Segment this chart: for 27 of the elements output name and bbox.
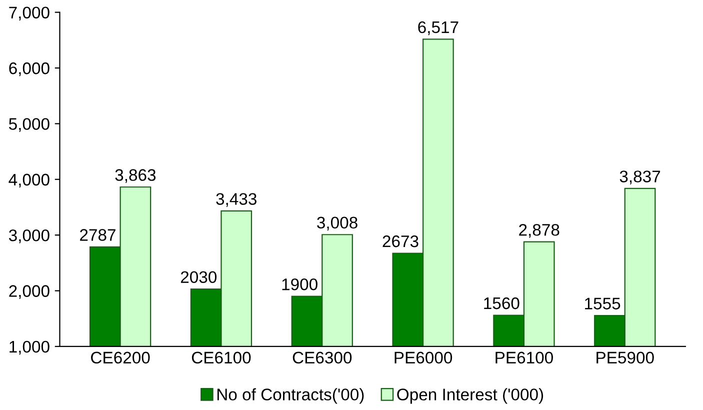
x-tick-label: CE6100 [192, 352, 251, 364]
data-label: 1555 [585, 298, 620, 310]
x-tick-label: PE6000 [394, 352, 452, 364]
data-label: 2030 [180, 271, 217, 284]
data-label: 3,433 [216, 193, 256, 207]
data-label: 1900 [282, 278, 318, 290]
legend-label: No of Contracts('00) [217, 388, 364, 404]
data-label: 2673 [382, 235, 418, 248]
data-label: 1560 [484, 297, 520, 310]
y-tick-label: 2,000 [9, 285, 50, 299]
data-label: 3,837 [620, 170, 660, 184]
data-label: 2,878 [519, 224, 560, 238]
data-label: 6,517 [418, 21, 458, 36]
y-tick-label: 6,000 [9, 62, 50, 76]
y-tick-label: 1,000 [10, 340, 50, 355]
x-tick-label: CE6300 [292, 352, 352, 364]
data-label: 3,863 [115, 169, 156, 183]
x-tick-label: CE6200 [91, 352, 150, 364]
y-tick-label: 5,000 [8, 118, 50, 132]
data-label: 3,008 [317, 216, 358, 231]
y-tick-label: 4,000 [8, 174, 50, 188]
data-label: 2787 [80, 229, 116, 241]
x-tick-label: PE5900 [596, 352, 654, 364]
y-tick-label: 3,000 [8, 229, 50, 244]
x-tick-label: PE6100 [496, 352, 553, 364]
y-tick-label: 7,000 [9, 6, 50, 20]
legend-label: Open Interest ('000) [397, 388, 544, 404]
